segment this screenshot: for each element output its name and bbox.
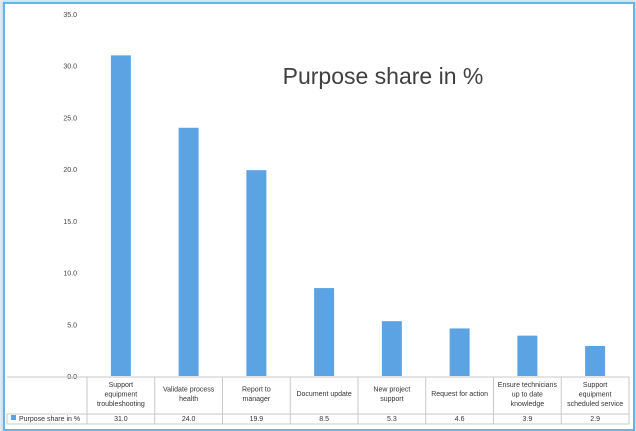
y-tick-label: 35.0	[63, 12, 77, 19]
bar	[381, 321, 402, 376]
data-value-label: 8.5	[319, 416, 329, 423]
category-label: Ensure technicians	[498, 382, 558, 389]
data-value-label: 19.9	[250, 416, 264, 423]
bar	[517, 335, 538, 376]
category-label: Support	[583, 382, 608, 389]
y-tick-label: 30.0	[63, 64, 77, 71]
axes: 0.05.010.015.020.025.030.035.0	[63, 12, 77, 381]
bars	[110, 55, 606, 377]
category-label: Support	[109, 382, 134, 389]
category-label: scheduled service	[567, 401, 623, 408]
category-label: support	[380, 396, 403, 403]
data-value-label: 2.9	[590, 416, 600, 423]
legend-swatch	[11, 415, 16, 420]
data-value-label: 5.3	[387, 416, 397, 423]
y-tick-label: 15.0	[63, 219, 77, 226]
bar	[585, 346, 606, 376]
bar	[178, 127, 199, 377]
category-label: knowledge	[511, 401, 545, 408]
y-tick-label: 5.0	[67, 322, 77, 329]
category-label: up to date	[512, 392, 543, 399]
data-table: Support equipment troubleshooting Validate …	[6, 376, 630, 425]
category-label: Document update	[296, 391, 351, 398]
bar	[246, 170, 267, 376]
data-value-label: 31.0	[114, 416, 128, 423]
data-value-label: 3.9	[523, 416, 533, 423]
chart-title: Purpose share in %	[283, 63, 484, 89]
bar	[449, 328, 470, 376]
legend-series-name: Purpose share in %	[19, 416, 80, 423]
chart-frame: Purpose share in % 0.05.010.015.020.025.…	[3, 2, 635, 431]
category-label: equipment	[105, 392, 138, 399]
category-label: health	[179, 396, 198, 403]
category-label: troubleshooting	[97, 401, 145, 408]
category-label: Validate process	[163, 387, 215, 394]
y-tick-label: 25.0	[63, 115, 77, 122]
data-value-label: 24.0	[182, 416, 196, 423]
category-label: Report to	[242, 387, 271, 394]
category-label: New project	[373, 387, 410, 394]
category-label: manager	[243, 396, 271, 403]
bar	[110, 55, 131, 376]
y-tick-label: 20.0	[63, 167, 77, 174]
bar	[314, 288, 335, 376]
category-label: Request for action	[431, 391, 488, 398]
category-label: equipment	[579, 392, 612, 399]
y-tick-label: 10.0	[63, 271, 77, 278]
purpose-share-bar-chart: Purpose share in % 0.05.010.015.020.025.…	[6, 12, 630, 425]
data-value-label: 4.6	[455, 416, 465, 423]
